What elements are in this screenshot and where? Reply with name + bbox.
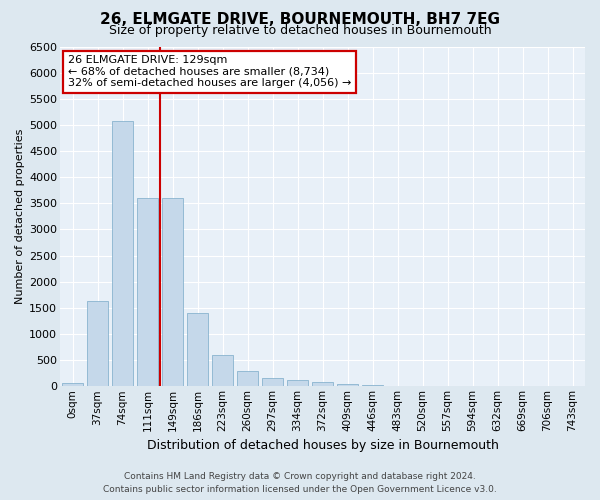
Bar: [212, 355, 233, 386]
Bar: [362, 385, 383, 386]
Text: Contains HM Land Registry data © Crown copyright and database right 2024.
Contai: Contains HM Land Registry data © Crown c…: [103, 472, 497, 494]
Text: 26 ELMGATE DRIVE: 129sqm
← 68% of detached houses are smaller (8,734)
32% of sem: 26 ELMGATE DRIVE: 129sqm ← 68% of detach…: [68, 55, 352, 88]
Bar: [337, 384, 358, 386]
Bar: [237, 371, 258, 386]
Bar: [137, 198, 158, 386]
Bar: [162, 198, 183, 386]
Text: 26, ELMGATE DRIVE, BOURNEMOUTH, BH7 7EG: 26, ELMGATE DRIVE, BOURNEMOUTH, BH7 7EG: [100, 12, 500, 28]
Y-axis label: Number of detached properties: Number of detached properties: [15, 128, 25, 304]
Bar: [187, 313, 208, 386]
Bar: [112, 120, 133, 386]
Bar: [312, 382, 333, 386]
Text: Size of property relative to detached houses in Bournemouth: Size of property relative to detached ho…: [109, 24, 491, 37]
Bar: [287, 380, 308, 386]
Bar: [62, 383, 83, 386]
Bar: [87, 300, 108, 386]
Bar: [262, 378, 283, 386]
X-axis label: Distribution of detached houses by size in Bournemouth: Distribution of detached houses by size …: [146, 440, 499, 452]
